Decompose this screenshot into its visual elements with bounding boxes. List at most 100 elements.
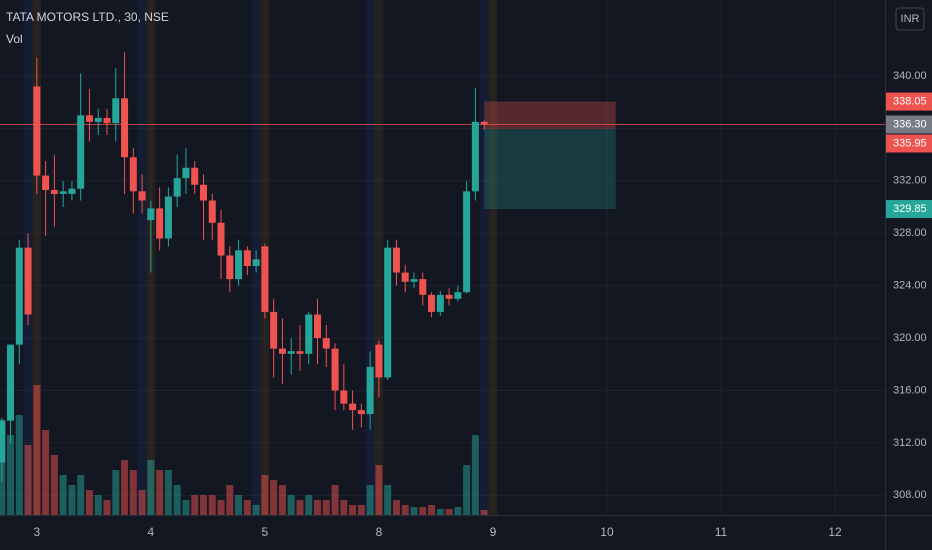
volume-bar [252,505,260,515]
y-tick-label: 320.00 [893,332,927,344]
volume-bar [401,505,409,515]
volume-bar [375,465,383,515]
price-label-box [886,134,932,153]
candle-body [463,191,471,293]
y-tick-label: 340.00 [893,70,927,82]
volume-bar [235,495,243,515]
candle-body [270,311,278,349]
candle-body [401,272,409,282]
candle-body [129,157,137,192]
candle-body [7,344,15,421]
candle-body [340,390,348,404]
candle-body [15,247,23,345]
candle-body [94,117,102,122]
volume-bar [349,505,357,515]
candle-body [392,247,400,273]
volume-bar [217,500,225,515]
volume-bar [471,435,479,515]
volume-bar [94,495,102,515]
volume-bar [436,509,444,515]
price-label: 338.05 [893,95,927,107]
volume-bar [384,485,392,515]
candle-body [454,292,462,299]
price-label-box [886,115,932,134]
volume-bar [270,480,278,515]
candle-body [287,351,295,354]
candle-body [243,250,251,267]
volume-bar [314,500,322,515]
x-tick-label: 4 [148,525,155,539]
y-tick-label: 324.00 [893,280,927,292]
candle-body [252,259,260,267]
candle-body [191,167,199,185]
volume-bar [121,460,129,515]
volume-bar [445,509,453,515]
volume-bar [340,500,348,515]
candle-body [226,255,234,280]
candle-body [42,175,50,191]
price-label: 329.85 [893,203,927,215]
volume-bar [147,460,155,515]
candle-body [121,98,129,158]
volume-bar [77,475,85,515]
candle-body [33,86,41,176]
candle-body [217,222,225,256]
volume-bar [305,495,313,515]
volume-bar [85,490,93,515]
candle-layer [0,52,488,483]
stop-zone [484,101,616,130]
volume-bar [454,507,462,515]
price-label-box [886,92,932,111]
volume-bar [428,505,436,515]
volume-bar [164,470,172,515]
candle-body [173,178,181,197]
session-band [365,0,375,515]
candle-body [50,190,58,194]
volume-bar [287,495,295,515]
volume-bar [15,415,23,515]
candle-body [480,121,488,125]
volume-bar [208,495,216,515]
price-label-box [886,200,932,219]
volume-bar [419,507,427,515]
volume-bar [182,500,190,515]
candle-body [208,200,216,223]
candle-body [261,246,269,312]
candle-body [24,247,32,315]
currency-box[interactable] [895,7,925,31]
price-label: 335.95 [893,137,927,149]
volume-bar [59,475,67,515]
candle-body [138,191,146,201]
candle-body [366,366,374,415]
position-layer [0,101,885,210]
candle-body [419,279,427,295]
x-tick-label: 3 [33,525,40,539]
candle-body [445,294,453,299]
session-band [374,0,384,515]
candle-body [112,98,120,124]
y-tick-label: 316.00 [893,384,927,396]
candle-body [471,121,479,192]
x-tick-label: 10 [600,525,614,539]
volume-bar [112,470,120,515]
currency[interactable]: INR [901,13,920,25]
volume-bar [296,500,304,515]
candle-body [331,348,339,391]
volume-bar [410,507,418,515]
candle-body [296,351,304,354]
volume-bar [7,435,15,515]
price-label: 336.30 [893,118,927,130]
candle-body [199,184,207,201]
candle-body [147,208,155,221]
candle-body [357,410,365,415]
y-tick-label: 312.00 [893,437,927,449]
candle-body [59,191,67,194]
x-tick-label: 12 [828,525,842,539]
x-tick-label: 5 [262,525,269,539]
volume-bar [243,500,251,515]
x-tick-label: 11 [715,525,728,539]
x-tick-label: 8 [376,525,383,539]
target-zone [484,129,616,210]
y-tick-label: 328.00 [893,227,927,239]
